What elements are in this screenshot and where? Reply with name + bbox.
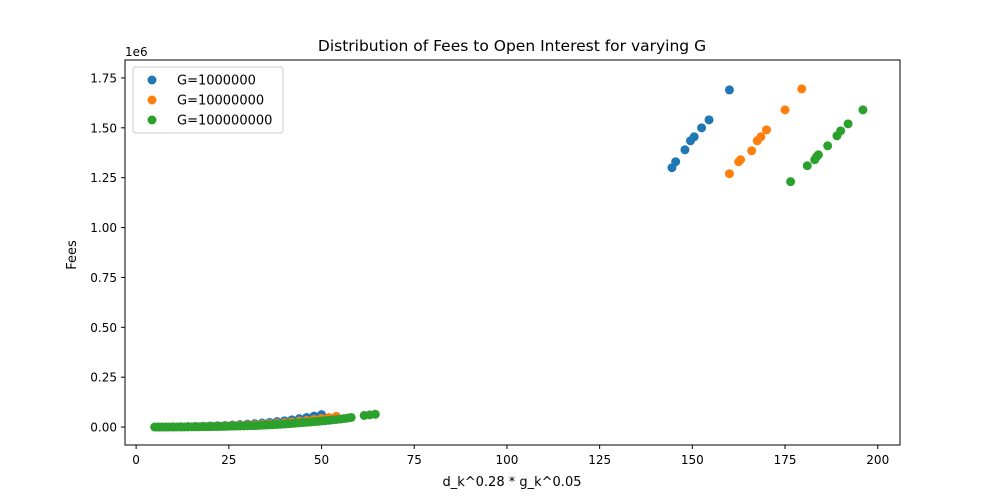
legend-label: G=10000000 xyxy=(177,94,264,109)
y-tick-label: 0.00 xyxy=(90,421,117,435)
data-point xyxy=(724,85,734,95)
data-point xyxy=(697,123,707,133)
legend-box xyxy=(132,66,284,134)
x-tick-label: 175 xyxy=(774,453,797,467)
y-tick-label: 0.75 xyxy=(90,271,117,285)
y-tick-label: 1.25 xyxy=(90,171,117,185)
legend-label: G=1000000 xyxy=(177,74,256,89)
data-points-layer xyxy=(150,84,868,432)
data-point xyxy=(370,409,380,419)
data-point xyxy=(802,161,812,171)
chart-title: Distribution of Fees to Open Interest fo… xyxy=(318,37,706,55)
y-tick-label: 1.75 xyxy=(90,71,117,85)
x-tick-label: 125 xyxy=(588,453,611,467)
y-tick-label: 1.50 xyxy=(90,121,117,135)
y-tick-label: 1.00 xyxy=(90,221,117,235)
data-point xyxy=(762,125,772,135)
legend-label: G=100000000 xyxy=(177,114,272,129)
x-tick-label: 200 xyxy=(866,453,889,467)
legend-marker xyxy=(147,75,157,85)
x-tick-label: 150 xyxy=(681,453,704,467)
y-axis-ticks: 0.00 0.25 0.50 0.75 1.00 1.25 1.50 1.75 xyxy=(90,71,125,435)
y-axis-offset-label: 1e6 xyxy=(125,45,148,59)
legend-marker xyxy=(147,115,157,125)
legend-marker xyxy=(147,95,157,105)
data-point xyxy=(671,157,681,167)
plot-area-frame xyxy=(124,59,901,446)
x-tick-label: 100 xyxy=(495,453,518,467)
data-point xyxy=(756,132,766,142)
data-point xyxy=(786,177,796,187)
x-axis-label: d_k^0.28 * g_k^0.05 xyxy=(442,475,581,490)
data-point xyxy=(689,132,699,142)
data-point xyxy=(843,119,853,129)
data-point xyxy=(858,105,868,115)
legend: G=1000000 G=10000000 G=100000000 xyxy=(132,66,284,134)
y-tick-label: 0.50 xyxy=(90,321,117,335)
data-point xyxy=(680,145,690,155)
x-tick-label: 0 xyxy=(132,453,140,467)
data-point xyxy=(813,150,823,160)
data-point xyxy=(747,146,757,156)
y-axis-label: Fees xyxy=(65,240,80,270)
y-tick-label: 0.25 xyxy=(90,371,117,385)
series-3 xyxy=(150,105,868,432)
data-point xyxy=(823,141,833,151)
x-tick-label: 25 xyxy=(221,453,236,467)
series-1 xyxy=(153,85,734,432)
data-point xyxy=(736,155,746,165)
series-2 xyxy=(153,84,807,432)
data-point xyxy=(780,105,790,115)
x-tick-label: 50 xyxy=(314,453,329,467)
data-point xyxy=(704,115,714,125)
data-point xyxy=(346,412,356,422)
x-tick-label: 75 xyxy=(407,453,422,467)
data-point xyxy=(724,169,734,179)
data-point xyxy=(836,126,846,136)
x-axis-ticks: 0 25 50 75 100 125 150 175 200 xyxy=(132,445,889,467)
data-point xyxy=(797,84,807,94)
